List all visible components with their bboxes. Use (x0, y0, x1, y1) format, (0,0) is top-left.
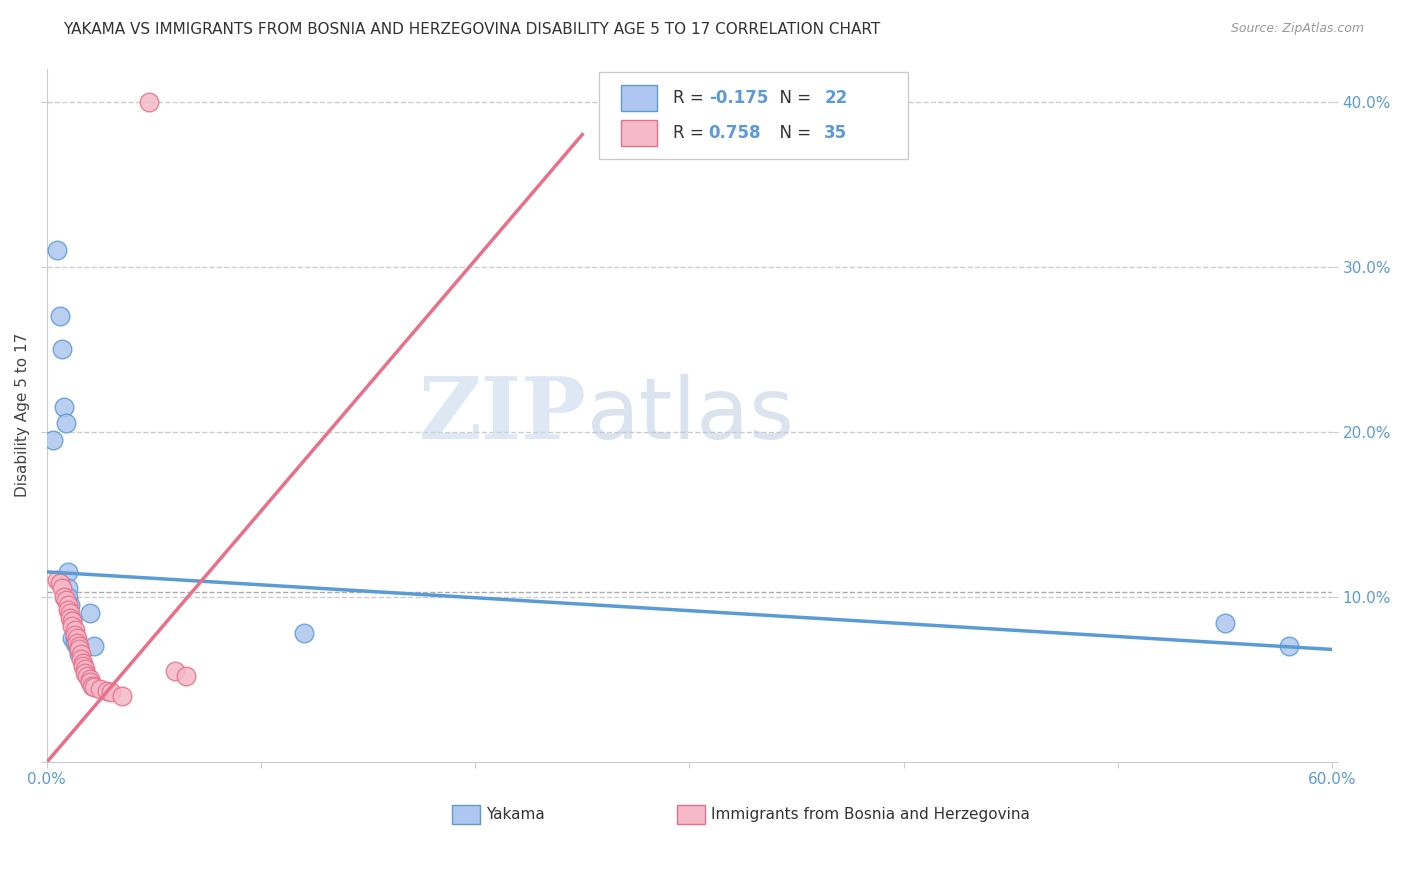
Point (67, 642, 90, 657)
Point (292, 626, 315, 640)
Point (59, 598, 82, 612)
Point (100, 685, 122, 699)
Text: R =: R = (672, 124, 709, 142)
Text: Immigrants from Bosnia and Herzegovina: Immigrants from Bosnia and Herzegovina (711, 807, 1031, 822)
Text: -0.175: -0.175 (709, 89, 768, 107)
Point (46, 573, 69, 587)
Point (72, 659, 94, 673)
Point (75, 665, 97, 680)
Text: Source: ZipAtlas.com: Source: ZipAtlas.com (1230, 22, 1364, 36)
Point (174, 669, 197, 683)
Point (42, 433, 65, 447)
Point (96, 683, 118, 698)
FancyBboxPatch shape (451, 805, 479, 824)
FancyBboxPatch shape (621, 120, 657, 146)
Point (56, 598, 79, 612)
Text: 22: 22 (824, 89, 848, 107)
Point (59, 611, 82, 625)
Point (66, 636, 89, 650)
FancyBboxPatch shape (676, 805, 704, 824)
Y-axis label: Disability Age 5 to 17: Disability Age 5 to 17 (15, 333, 30, 497)
Point (60, 619, 83, 633)
Point (66, 639, 89, 653)
Point (79, 606, 101, 620)
Point (83, 639, 105, 653)
Point (55, 417, 77, 431)
FancyBboxPatch shape (599, 72, 908, 159)
Point (67, 639, 90, 653)
Text: R =: R = (672, 89, 709, 107)
Point (63, 627, 86, 641)
Point (48, 309, 70, 323)
Point (138, 95, 160, 109)
Text: 35: 35 (824, 124, 848, 142)
Point (79, 672, 101, 686)
Point (165, 664, 187, 678)
Point (111, 689, 134, 703)
Point (60, 615, 83, 629)
Point (56, 603, 79, 617)
Point (70, 652, 93, 666)
Point (55, 593, 77, 607)
Point (89, 681, 111, 696)
Point (72, 656, 94, 670)
Point (60, 631, 83, 645)
Point (67, 642, 90, 657)
Point (46, 243, 69, 257)
Point (56, 590, 79, 604)
Point (48, 576, 70, 591)
Text: N =: N = (769, 124, 817, 142)
Point (67, 648, 90, 662)
Point (52, 400, 75, 414)
Point (51, 582, 73, 596)
Point (1278, 639, 1301, 653)
Point (1213, 615, 1236, 630)
Point (56, 582, 79, 596)
Point (56, 565, 79, 579)
Text: 0.758: 0.758 (709, 124, 761, 142)
Point (63, 623, 86, 637)
Point (52, 590, 75, 604)
Text: atlas: atlas (586, 374, 794, 457)
Point (60, 615, 83, 629)
Point (76, 669, 98, 683)
Text: ZIP: ZIP (419, 373, 586, 457)
Point (51, 342, 73, 356)
Point (80, 679, 103, 693)
Point (83, 681, 105, 695)
Point (63, 636, 86, 650)
FancyBboxPatch shape (621, 85, 657, 111)
Point (59, 606, 82, 620)
Text: N =: N = (769, 89, 817, 107)
Point (66, 631, 89, 645)
Text: YAKAMA VS IMMIGRANTS FROM BOSNIA AND HERZEGOVINA DISABILITY AGE 5 TO 17 CORRELAT: YAKAMA VS IMMIGRANTS FROM BOSNIA AND HER… (63, 22, 880, 37)
Point (70, 648, 93, 662)
Text: Yakama: Yakama (486, 807, 546, 822)
Point (63, 631, 86, 645)
Point (79, 675, 101, 690)
Point (75, 662, 97, 676)
